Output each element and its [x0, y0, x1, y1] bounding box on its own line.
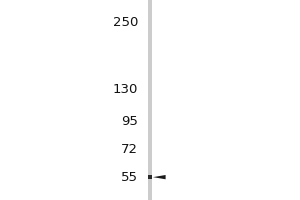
Text: 72: 72 [121, 143, 138, 156]
Text: 95: 95 [121, 115, 138, 128]
Text: 250: 250 [112, 16, 138, 29]
Bar [148, 175, 152, 179]
Text: 55: 55 [121, 171, 138, 184]
Text: 130: 130 [112, 83, 138, 96]
Bar [148, 0, 152, 200]
Polygon shape [153, 175, 166, 179]
